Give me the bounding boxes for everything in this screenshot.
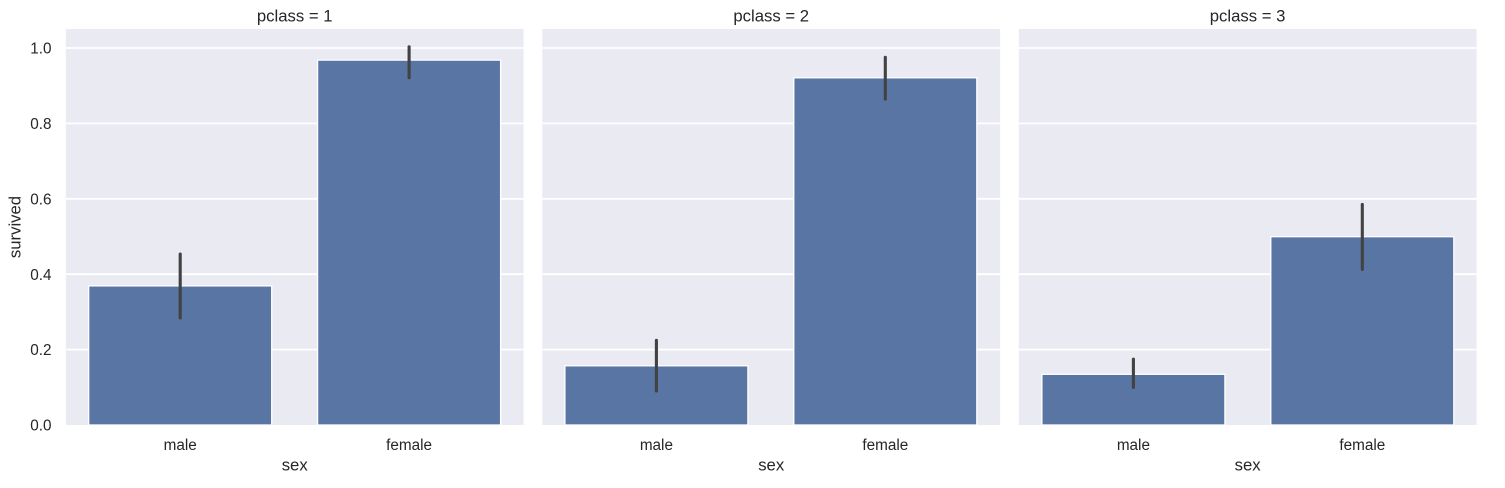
- svg-text:0.6: 0.6: [30, 191, 51, 208]
- svg-text:1.0: 1.0: [30, 41, 51, 58]
- svg-text:pclass = 3: pclass = 3: [1210, 7, 1286, 26]
- svg-text:pclass = 2: pclass = 2: [733, 7, 809, 26]
- svg-text:sex: sex: [282, 456, 309, 475]
- svg-text:0.0: 0.0: [30, 418, 51, 435]
- svg-text:pclass = 1: pclass = 1: [257, 7, 333, 26]
- svg-text:0.4: 0.4: [30, 267, 52, 284]
- svg-text:male: male: [1117, 437, 1150, 454]
- svg-text:sex: sex: [758, 456, 785, 475]
- svg-text:male: male: [640, 437, 673, 454]
- svg-text:0.8: 0.8: [30, 116, 51, 133]
- svg-text:survived: survived: [6, 196, 25, 258]
- svg-text:0.2: 0.2: [30, 342, 51, 359]
- svg-text:female: female: [1339, 437, 1385, 454]
- svg-text:male: male: [164, 437, 197, 454]
- svg-text:female: female: [862, 437, 908, 454]
- svg-text:female: female: [386, 437, 432, 454]
- svg-text:sex: sex: [1235, 456, 1262, 475]
